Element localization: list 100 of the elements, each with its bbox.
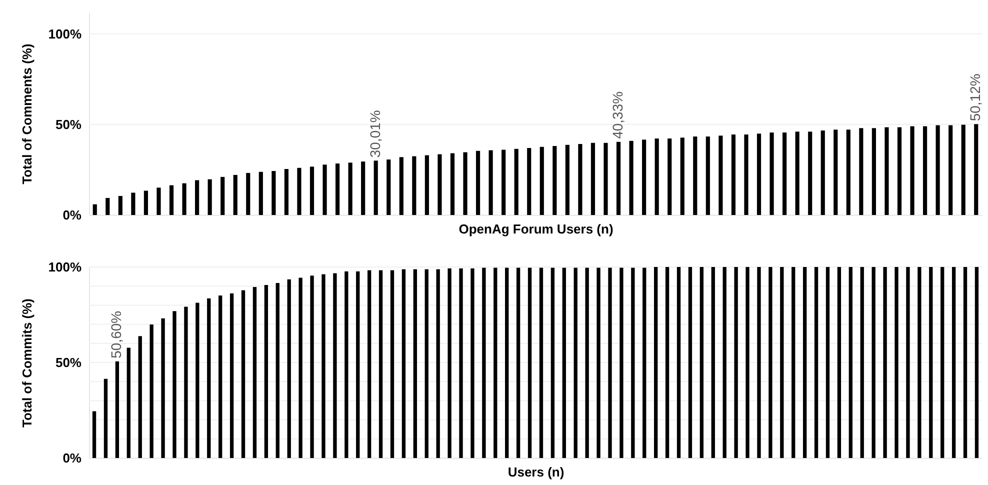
bar (424, 155, 429, 215)
bar (92, 411, 96, 458)
bar (722, 267, 726, 458)
bar (344, 271, 348, 458)
bar (734, 267, 738, 458)
bar (527, 148, 532, 215)
bar (488, 150, 493, 215)
bar (459, 268, 463, 458)
bar (356, 271, 360, 458)
bar (335, 164, 340, 215)
y-tick-label: 50% (55, 355, 82, 370)
bar (837, 267, 842, 458)
bar (642, 268, 646, 458)
bar (700, 267, 704, 458)
bar (297, 168, 302, 215)
bar (333, 273, 337, 458)
bar (731, 134, 736, 215)
bar (768, 267, 772, 458)
bar (820, 130, 825, 215)
bar (596, 268, 600, 458)
bar (688, 267, 692, 458)
data-label: 50,60% (108, 310, 124, 358)
bar (680, 138, 684, 215)
bar (974, 124, 978, 215)
bar (528, 268, 532, 458)
bar (872, 267, 876, 458)
bar (540, 146, 544, 215)
bar (860, 267, 864, 458)
bar (616, 142, 621, 215)
bar (859, 128, 864, 215)
bar (782, 132, 787, 215)
bar (826, 267, 830, 458)
bar (565, 144, 570, 215)
bar (118, 196, 122, 215)
bar (218, 295, 222, 458)
bar (348, 162, 352, 215)
bar (620, 268, 624, 458)
data-label: 30,01% (366, 110, 383, 158)
bar (562, 268, 566, 458)
bar (322, 164, 327, 215)
bar (574, 268, 578, 458)
bar (974, 267, 979, 458)
bar (539, 268, 544, 458)
bar (476, 150, 480, 215)
x-axis-title: Users (n) (508, 464, 564, 480)
y-tick-label: 0% (62, 208, 82, 222)
bar (780, 267, 784, 458)
bar (706, 136, 710, 215)
bar (894, 267, 898, 458)
data-label: 50,12% (967, 74, 984, 122)
bar (310, 166, 314, 215)
bar (138, 336, 142, 458)
bar (608, 268, 612, 458)
bar (693, 136, 698, 215)
bar (631, 268, 635, 458)
bar (792, 267, 796, 458)
bar (711, 267, 715, 458)
bar (505, 268, 509, 458)
bar (516, 268, 520, 458)
bar (808, 132, 812, 215)
bar (298, 278, 302, 458)
bar (207, 298, 211, 458)
bar (834, 130, 838, 215)
bar (399, 157, 404, 215)
bar (585, 268, 589, 458)
bar (906, 267, 910, 458)
bar (378, 270, 383, 458)
x-axis-title: OpenAg Forum Users (n) (458, 222, 614, 236)
bar (322, 274, 326, 458)
bar (756, 134, 762, 215)
bar (629, 140, 634, 215)
bar (952, 267, 956, 458)
data-label: 40,33% (610, 91, 626, 139)
bar (757, 267, 761, 458)
bar (470, 268, 474, 458)
bar (172, 311, 176, 458)
y-tick-label: 100% (48, 26, 82, 42)
bar (718, 136, 723, 215)
bar (514, 148, 518, 215)
bar (884, 127, 889, 215)
bar (144, 190, 148, 215)
bar (948, 125, 953, 215)
bar (106, 198, 110, 215)
bar (182, 183, 186, 215)
bar (374, 160, 378, 215)
bar (552, 146, 557, 215)
bar (961, 124, 966, 215)
bar (156, 188, 161, 215)
bar (169, 185, 174, 215)
bar (161, 318, 165, 458)
bar (402, 269, 406, 458)
bar (208, 179, 212, 215)
bar (92, 204, 97, 215)
bar (604, 142, 608, 215)
bar (578, 144, 582, 215)
bar (668, 138, 672, 215)
bar (770, 132, 774, 215)
bar (436, 269, 440, 458)
bar (196, 302, 200, 458)
y-tick-label: 100% (48, 260, 82, 274)
